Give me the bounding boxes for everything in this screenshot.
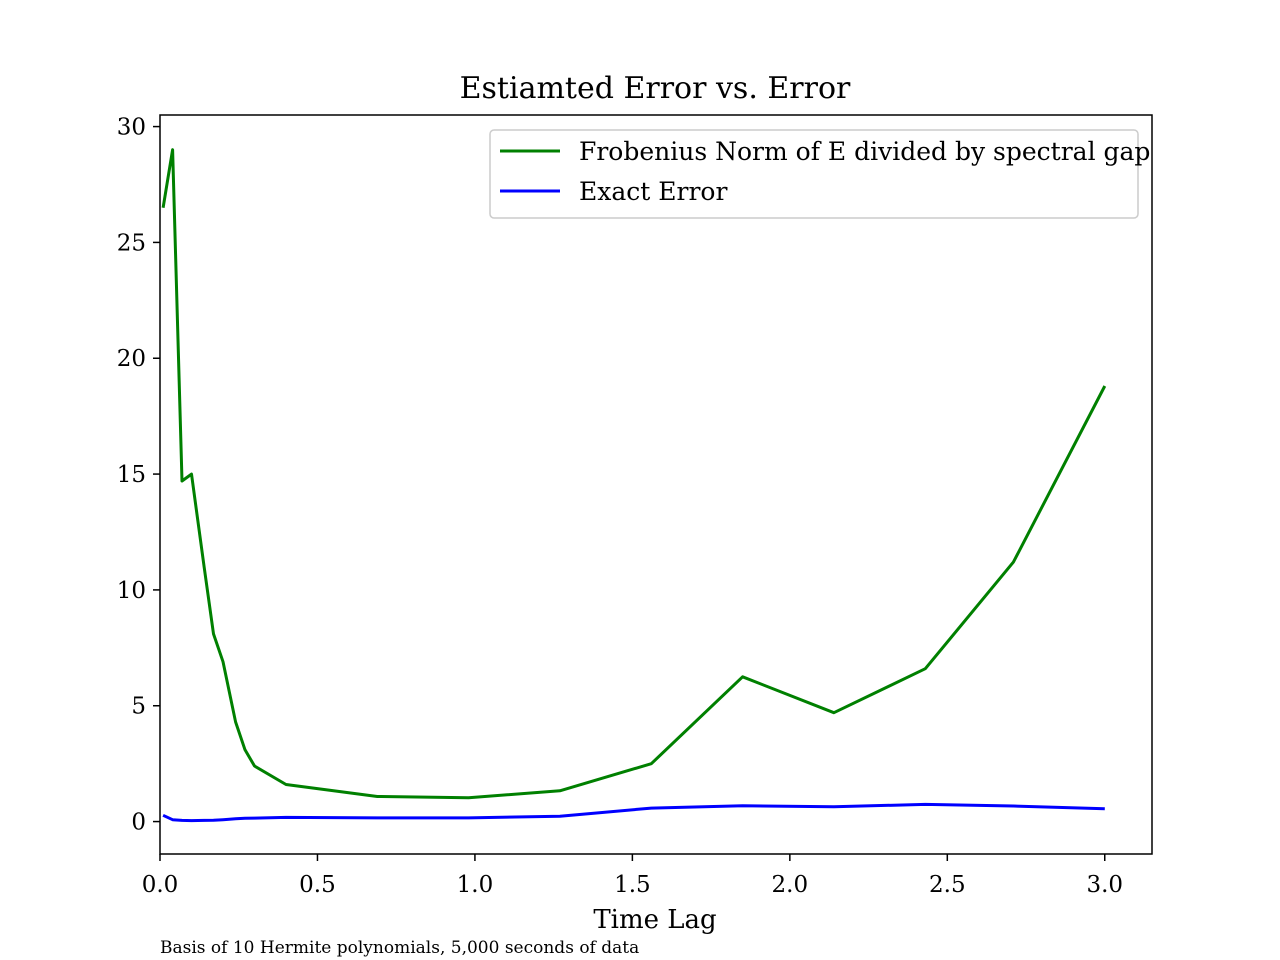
x-tick-label: 2.5 bbox=[929, 872, 966, 898]
x-tick-label: 3.0 bbox=[1086, 872, 1123, 898]
legend-label-exact-error: Exact Error bbox=[579, 177, 727, 206]
y-tick-label: 0 bbox=[131, 810, 146, 836]
y-tick-label: 20 bbox=[117, 346, 146, 372]
x-tick-label: 0.5 bbox=[299, 872, 336, 898]
plot-area bbox=[161, 148, 1107, 823]
figure-caption: Basis of 10 Hermite polynomials, 5,000 s… bbox=[160, 938, 640, 958]
x-tick-label: 0.0 bbox=[142, 872, 179, 898]
y-tick-label: 10 bbox=[117, 578, 146, 604]
y-tick-label: 25 bbox=[117, 230, 146, 256]
x-axis-ticks: 0.0 0.5 1.0 1.5 2.0 2.5 3.0 bbox=[142, 854, 1123, 898]
legend-label-frobenius: Frobenius Norm of E divided by spectral … bbox=[579, 137, 1150, 166]
y-tick-label: 30 bbox=[117, 115, 146, 141]
legend: Frobenius Norm of E divided by spectral … bbox=[489, 129, 1150, 219]
x-axis-label: Time Lag bbox=[593, 905, 716, 935]
legend-box bbox=[489, 129, 1139, 219]
y-tick-label: 5 bbox=[131, 694, 146, 720]
y-axis-ticks: 0 5 10 15 20 25 30 bbox=[117, 115, 160, 836]
series-line-exact-error bbox=[162, 802, 1105, 823]
x-tick-label: 1.0 bbox=[457, 872, 494, 898]
series-line-frobenius bbox=[161, 148, 1107, 800]
x-tick-label: 2.0 bbox=[772, 872, 809, 898]
plot-frame bbox=[159, 114, 1153, 855]
y-tick-label: 15 bbox=[117, 462, 146, 488]
chart-title: Estiamted Error vs. Error bbox=[460, 71, 851, 106]
x-tick-label: 1.5 bbox=[614, 872, 651, 898]
